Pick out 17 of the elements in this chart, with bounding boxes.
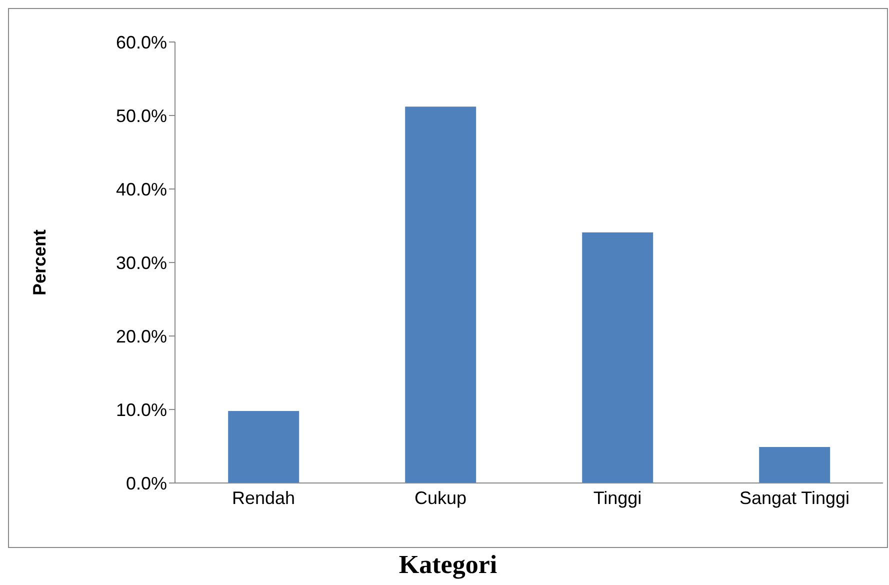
x-tick-label: Sangat Tinggi bbox=[739, 488, 850, 508]
bar bbox=[759, 446, 830, 483]
y-axis-title: Percent bbox=[29, 229, 50, 296]
y-tick-label: 0.0% bbox=[126, 473, 167, 494]
y-tick-label: 40.0% bbox=[116, 179, 167, 200]
y-tick-label: 50.0% bbox=[116, 106, 167, 126]
x-tick-label: Rendah bbox=[232, 488, 296, 508]
y-tick-label: 20.0% bbox=[116, 326, 167, 346]
bar bbox=[582, 232, 654, 483]
y-tick-label: 30.0% bbox=[116, 252, 167, 273]
y-tick-label: 60.0% bbox=[116, 32, 167, 52]
x-tick-label: Cukup bbox=[414, 488, 467, 508]
bar bbox=[405, 106, 476, 483]
x-tick-label: Tinggi bbox=[593, 488, 642, 508]
y-tick-label: 10.0% bbox=[116, 400, 167, 420]
bar bbox=[228, 410, 300, 483]
x-axis-title: Kategori bbox=[398, 550, 498, 580]
